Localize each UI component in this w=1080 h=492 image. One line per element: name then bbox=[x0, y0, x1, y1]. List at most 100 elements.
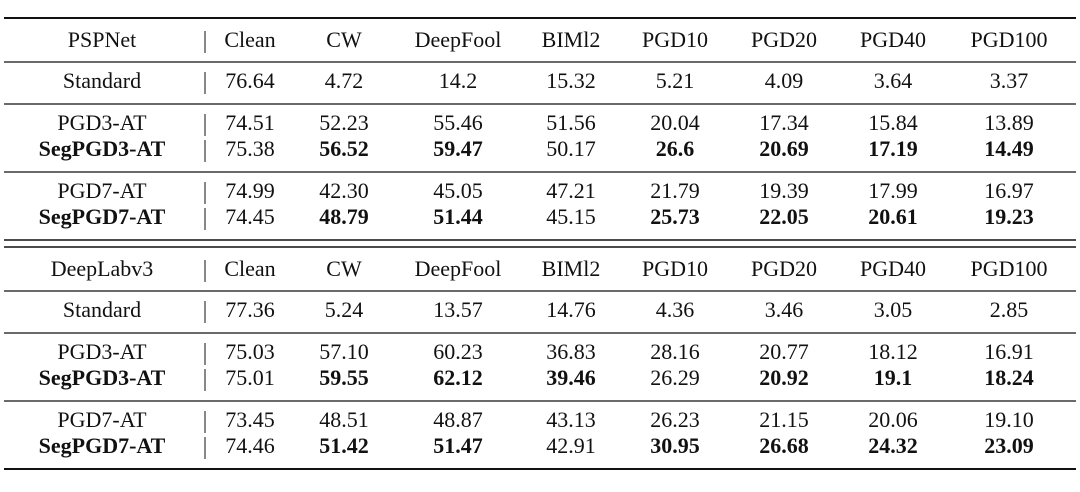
header-cell: PGD40 bbox=[860, 27, 926, 52]
cell: 48.51 bbox=[319, 407, 369, 432]
cell: 3.46 bbox=[765, 297, 804, 322]
cell: 28.16 bbox=[650, 339, 700, 364]
header-cell: DeepLabv3 bbox=[51, 256, 154, 281]
cell: 48.79 bbox=[319, 204, 369, 229]
header-cell: PGD10 bbox=[642, 256, 708, 281]
cell: 20.04 bbox=[650, 110, 700, 135]
cell: 52.23 bbox=[319, 110, 369, 135]
cell: 20.61 bbox=[868, 204, 918, 229]
row-label: PGD3-AT bbox=[57, 110, 147, 135]
cell: 48.87 bbox=[433, 407, 483, 432]
cell: 59.55 bbox=[319, 365, 369, 390]
cell: 3.64 bbox=[874, 68, 913, 93]
header-cell: BIMl2 bbox=[542, 256, 601, 281]
cell: 50.17 bbox=[546, 136, 596, 161]
cell: 22.05 bbox=[759, 204, 809, 229]
cell: 5.24 bbox=[325, 297, 364, 322]
cell: 19.39 bbox=[759, 178, 809, 203]
row-label: PGD3-AT bbox=[57, 339, 147, 364]
header-cell: PGD20 bbox=[751, 256, 817, 281]
cell: 21.79 bbox=[650, 178, 700, 203]
cell: 18.24 bbox=[984, 365, 1034, 390]
cell: 4.72 bbox=[325, 68, 364, 93]
cell: 14.76 bbox=[546, 297, 596, 322]
cell: 74.51 bbox=[225, 110, 275, 135]
cell: 15.32 bbox=[546, 68, 596, 93]
cell: 74.46 bbox=[225, 433, 275, 458]
cell: 73.45 bbox=[225, 407, 275, 432]
header-cell: DeepFool bbox=[415, 27, 502, 52]
cell: 13.57 bbox=[433, 297, 483, 322]
cell: 51.56 bbox=[546, 110, 596, 135]
cell: 26.29 bbox=[650, 365, 700, 390]
cell: 30.95 bbox=[650, 433, 700, 458]
row-label: SegPGD7-AT bbox=[39, 433, 166, 458]
header-cell: PGD100 bbox=[970, 27, 1047, 52]
cell: 2.85 bbox=[990, 297, 1029, 322]
cell: 20.69 bbox=[759, 136, 809, 161]
row-label: Standard bbox=[63, 297, 141, 322]
cell: 20.92 bbox=[759, 365, 809, 390]
cell: 18.12 bbox=[868, 339, 918, 364]
cell: 14.49 bbox=[984, 136, 1034, 161]
cell: 74.45 bbox=[225, 204, 275, 229]
cell: 51.44 bbox=[433, 204, 483, 229]
cell: 17.99 bbox=[868, 178, 918, 203]
cell: 47.21 bbox=[546, 178, 596, 203]
cell: 4.09 bbox=[765, 68, 804, 93]
cell: 77.36 bbox=[225, 297, 275, 322]
cell: 39.46 bbox=[546, 365, 596, 390]
cell: 25.73 bbox=[650, 204, 700, 229]
cell: 20.06 bbox=[868, 407, 918, 432]
header-cell: Clean bbox=[224, 27, 275, 52]
header-cell: PGD20 bbox=[751, 27, 817, 52]
cell: 74.99 bbox=[225, 178, 275, 203]
cell: 21.15 bbox=[759, 407, 809, 432]
cell: 42.30 bbox=[319, 178, 369, 203]
cell: 16.97 bbox=[984, 178, 1034, 203]
row-label: SegPGD3-AT bbox=[39, 136, 166, 161]
cell: 75.01 bbox=[225, 365, 275, 390]
cell: 26.23 bbox=[650, 407, 700, 432]
header-cell: CW bbox=[326, 27, 362, 52]
cell: 20.77 bbox=[759, 339, 809, 364]
cell: 76.64 bbox=[225, 68, 275, 93]
row-label: SegPGD3-AT bbox=[39, 365, 166, 390]
cell: 75.03 bbox=[225, 339, 275, 364]
cell: 75.38 bbox=[225, 136, 275, 161]
header-cell: PGD40 bbox=[860, 256, 926, 281]
cell: 59.47 bbox=[433, 136, 483, 161]
row-label: SegPGD7-AT bbox=[39, 204, 166, 229]
cell: 3.37 bbox=[990, 68, 1029, 93]
header-cell: PGD100 bbox=[970, 256, 1047, 281]
header-cell: PSPNet bbox=[68, 27, 136, 52]
cell: 26.68 bbox=[759, 433, 809, 458]
row-label: PGD7-AT bbox=[57, 178, 147, 203]
cell: 36.83 bbox=[546, 339, 596, 364]
cell: 62.12 bbox=[433, 365, 483, 390]
cell: 26.6 bbox=[656, 136, 695, 161]
cell: 14.2 bbox=[439, 68, 478, 93]
cell: 17.34 bbox=[759, 110, 809, 135]
header-cell: Clean bbox=[224, 256, 275, 281]
cell: 19.23 bbox=[984, 204, 1034, 229]
header-cell: BIMl2 bbox=[542, 27, 601, 52]
cell: 42.91 bbox=[546, 433, 596, 458]
cell: 3.05 bbox=[874, 297, 913, 322]
cell: 51.42 bbox=[319, 433, 369, 458]
cell: 23.09 bbox=[984, 433, 1034, 458]
cell: 24.32 bbox=[868, 433, 918, 458]
cell: 56.52 bbox=[319, 136, 369, 161]
row-label: PGD7-AT bbox=[57, 407, 147, 432]
cell: 4.36 bbox=[656, 297, 695, 322]
cell: 16.91 bbox=[984, 339, 1034, 364]
cell: 45.15 bbox=[546, 204, 596, 229]
cell: 55.46 bbox=[433, 110, 483, 135]
header-cell: DeepFool bbox=[415, 256, 502, 281]
cell: 51.47 bbox=[433, 433, 483, 458]
cell: 15.84 bbox=[868, 110, 918, 135]
cell: 57.10 bbox=[319, 339, 369, 364]
cell: 5.21 bbox=[656, 68, 695, 93]
cell: 17.19 bbox=[868, 136, 918, 161]
